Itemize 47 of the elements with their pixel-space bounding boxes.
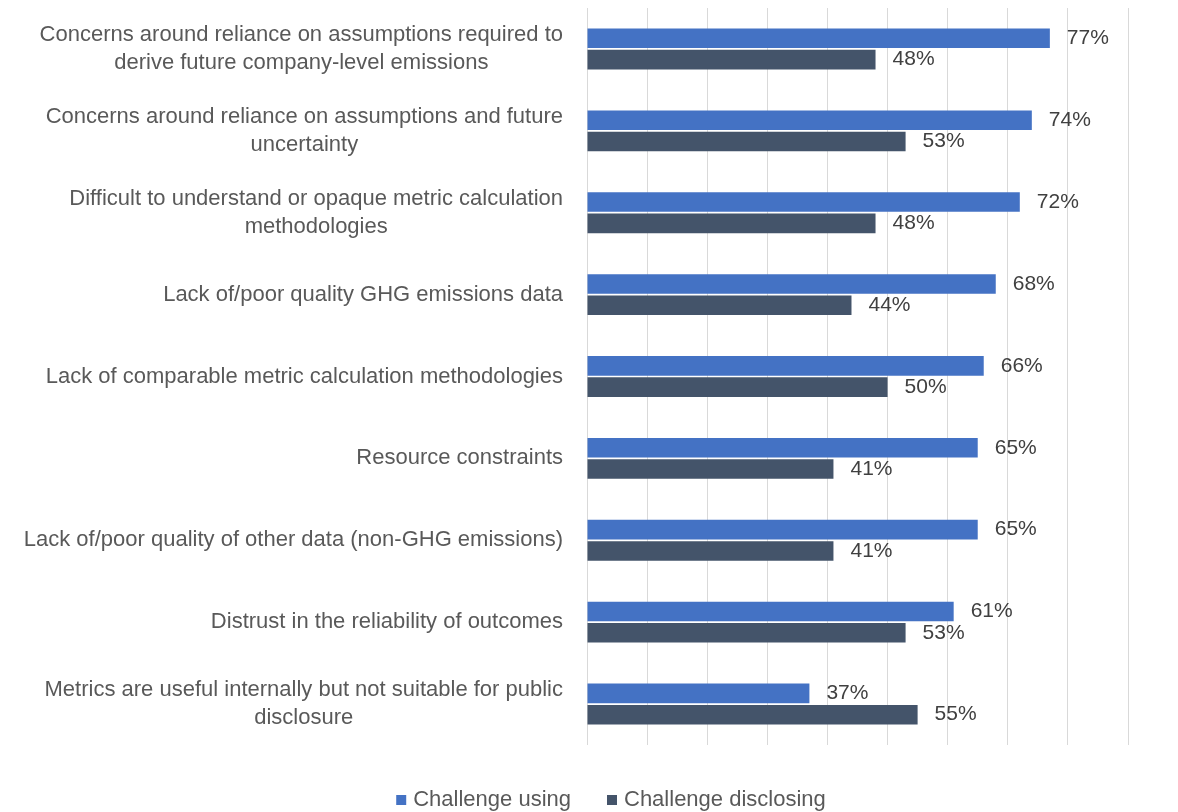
bar (587, 683, 810, 704)
y-tick-label: Difficult to understand or opaque metric calculation methodologies (69, 184, 563, 238)
y-tick-label: Metrics are useful internally but not suitable for public disclosure (44, 676, 563, 730)
y-tick-label: Concerns around reliance on assumptions and future uncertainty (45, 102, 563, 156)
data-label: 48% (892, 210, 935, 234)
data-label: 66% (1000, 352, 1043, 376)
data-label: 65% (994, 516, 1037, 540)
data-label: 72% (1036, 188, 1079, 212)
data-label: 53% (922, 619, 965, 643)
data-label: 77% (1066, 25, 1109, 49)
data-label: 37% (826, 680, 869, 704)
bar (587, 295, 852, 316)
bar (587, 377, 888, 397)
bar (587, 356, 984, 376)
bar (587, 704, 918, 725)
bar (587, 192, 1020, 212)
data-label: 50% (904, 373, 947, 397)
bar (587, 28, 1050, 49)
data-label: 74% (1048, 106, 1091, 130)
data-label: 68% (1012, 270, 1055, 294)
bar (587, 110, 1032, 130)
y-tick-label: Lack of/poor quality of other data (non-GHG emissions) (23, 526, 563, 552)
bar (587, 274, 996, 294)
y-tick-label: Lack of comparable metric calculation methodologies (45, 362, 564, 388)
bar (587, 601, 954, 622)
bar (587, 131, 906, 152)
data-label: 41% (850, 455, 893, 479)
data-label: 65% (994, 434, 1037, 458)
data-label: 53% (922, 128, 965, 152)
y-tick-label: Distrust in the reliability of outcomes (210, 608, 563, 634)
y-tick-label: Lack of/poor quality GHG emissions data (163, 280, 564, 306)
data-label: 41% (850, 537, 893, 561)
bar (587, 437, 978, 458)
y-tick-label: Resource constraints (356, 444, 563, 470)
data-label: 48% (892, 46, 935, 70)
bar (587, 459, 834, 479)
bar (587, 519, 978, 540)
legend-label: Challenge using (413, 786, 571, 812)
bar (587, 541, 834, 561)
y-tick-label: Concerns around reliance on assumptions required to derive future company-level emissions (39, 21, 563, 75)
data-label: 55% (934, 701, 977, 725)
data-label: 61% (970, 598, 1013, 622)
bar (587, 623, 906, 643)
bar (587, 49, 876, 70)
bar (587, 213, 876, 234)
data-label: 44% (868, 292, 911, 316)
legend-label: Challenge disclosing (623, 786, 826, 812)
